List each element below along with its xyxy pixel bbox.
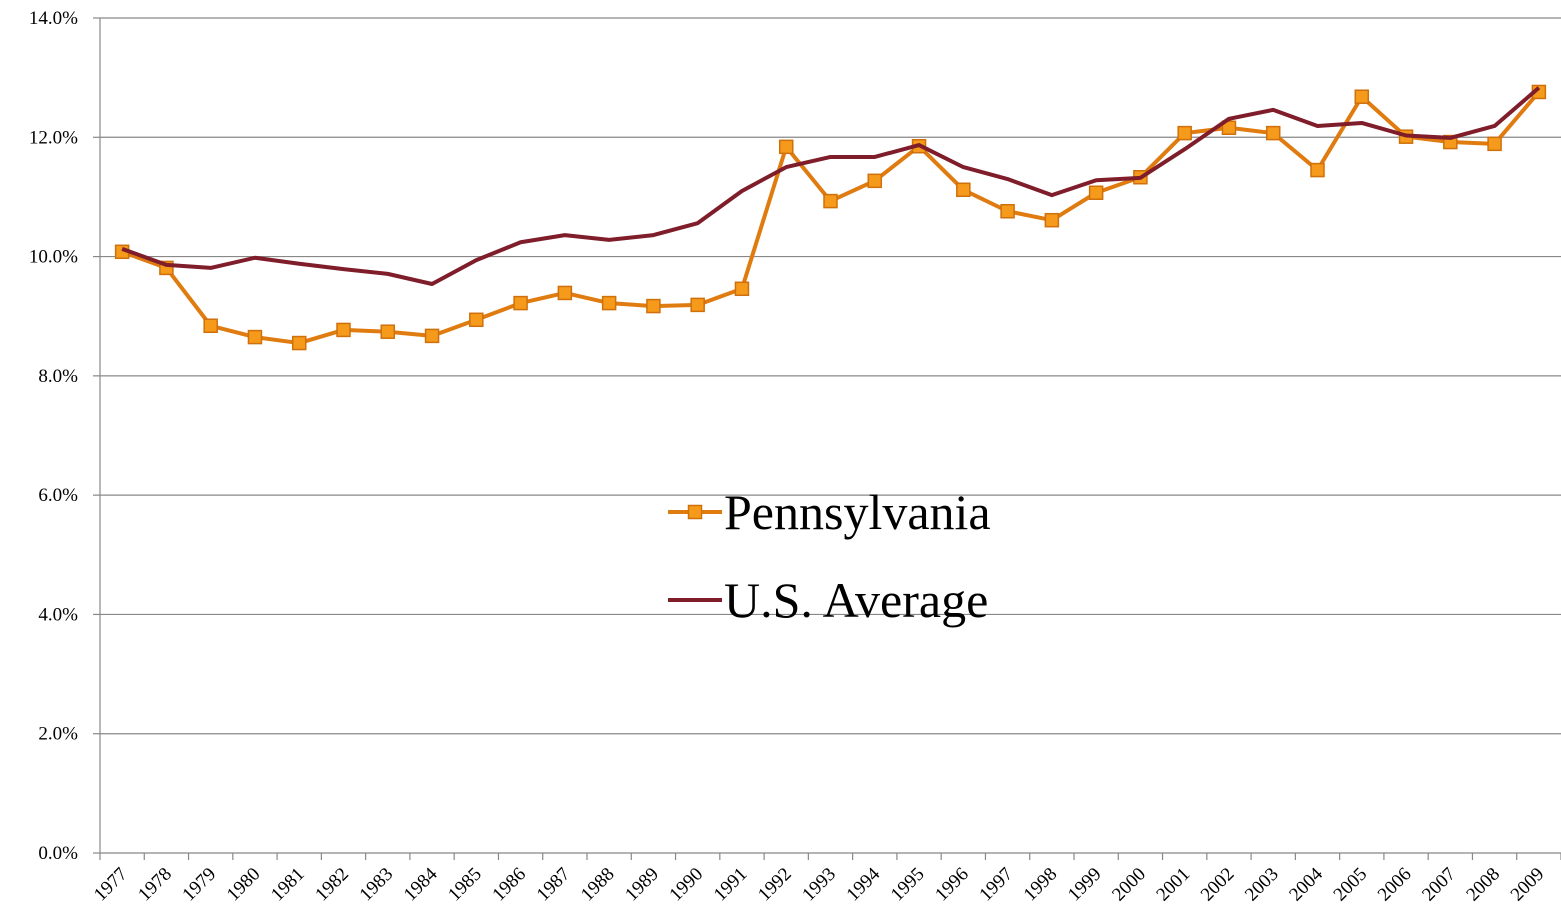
point-marker <box>1265 125 1281 141</box>
x-tick-label: 1982 <box>311 864 353 906</box>
point-marker <box>1000 203 1015 219</box>
point-marker <box>1088 185 1104 201</box>
point-marker <box>778 139 794 155</box>
point-marker <box>247 329 263 345</box>
point-marker <box>690 297 705 313</box>
y-tick-label: 4.0% <box>38 604 78 625</box>
x-tick-label: 2009 <box>1507 864 1549 906</box>
y-tick-label: 2.0% <box>38 724 78 745</box>
point-marker <box>823 193 838 209</box>
x-tick-label: 1990 <box>665 864 707 906</box>
point-marker <box>291 335 307 351</box>
x-tick-label: 1984 <box>400 863 442 905</box>
legend-marker <box>687 504 703 520</box>
point-marker <box>336 322 351 338</box>
x-tick-label: 1977 <box>90 864 132 906</box>
y-tick-label: 10.0% <box>29 247 78 268</box>
y-tick-label: 6.0% <box>38 485 78 506</box>
point-marker <box>513 295 528 311</box>
point-marker <box>956 182 971 198</box>
x-tick-label: 2008 <box>1462 864 1504 906</box>
series-line <box>121 90 1541 346</box>
x-tick-label: 2004 <box>1285 863 1327 905</box>
x-tick-label: 1994 <box>843 863 885 905</box>
x-tick-label: 1993 <box>798 864 840 906</box>
x-tick-label: 2007 <box>1418 864 1460 906</box>
point-marker <box>1221 120 1237 135</box>
x-tick-label: 1989 <box>621 864 663 906</box>
x-tick-label: 1980 <box>223 864 265 906</box>
x-tick-label: 1991 <box>710 864 752 906</box>
point-marker <box>203 318 218 334</box>
x-tick-label: 1995 <box>887 864 929 906</box>
point-marker <box>469 312 484 328</box>
point-marker <box>1354 89 1370 104</box>
x-tick-label: 2001 <box>1152 864 1194 906</box>
x-tick-label: 1999 <box>1064 864 1106 906</box>
x-tick-label: 1981 <box>267 864 309 906</box>
legend-label: U.S. Average <box>724 572 988 628</box>
point-marker <box>601 295 617 311</box>
point-marker <box>734 281 750 297</box>
x-tick-label: 2003 <box>1241 864 1283 906</box>
point-marker <box>380 324 396 339</box>
point-marker <box>646 298 661 314</box>
point-marker <box>424 328 440 344</box>
y-tick-label: 0.0% <box>38 843 78 864</box>
x-tick-label: 1987 <box>533 864 575 906</box>
x-tick-label: 1996 <box>931 864 973 906</box>
point-marker <box>1487 136 1502 152</box>
x-tick-label: 1978 <box>134 864 176 906</box>
point-marker <box>1177 125 1192 141</box>
y-tick-label: 8.0% <box>38 366 78 387</box>
y-tick-label: 12.0% <box>29 127 78 148</box>
x-tick-label: 1979 <box>178 864 220 906</box>
x-tick-label: 1985 <box>444 864 486 906</box>
point-marker <box>867 173 883 189</box>
legend-label: Pennsylvania <box>724 484 991 540</box>
x-tick-label: 1988 <box>577 864 619 906</box>
x-tick-label: 1992 <box>754 864 796 906</box>
x-tick-label: 1997 <box>975 864 1017 906</box>
x-tick-label: 1998 <box>1020 864 1062 906</box>
x-tick-label: 2006 <box>1374 864 1416 906</box>
point-marker <box>1044 212 1060 228</box>
point-marker <box>1310 162 1325 178</box>
x-tick-label: 2002 <box>1197 864 1239 906</box>
point-marker <box>557 285 573 301</box>
x-tick-label: 2000 <box>1108 864 1150 906</box>
x-tick-label: 1986 <box>488 864 530 906</box>
x-tick-label: 1983 <box>356 864 398 906</box>
y-tick-label: 14.0% <box>29 8 78 29</box>
series-line <box>121 86 1541 287</box>
x-tick-label: 2005 <box>1330 864 1372 906</box>
